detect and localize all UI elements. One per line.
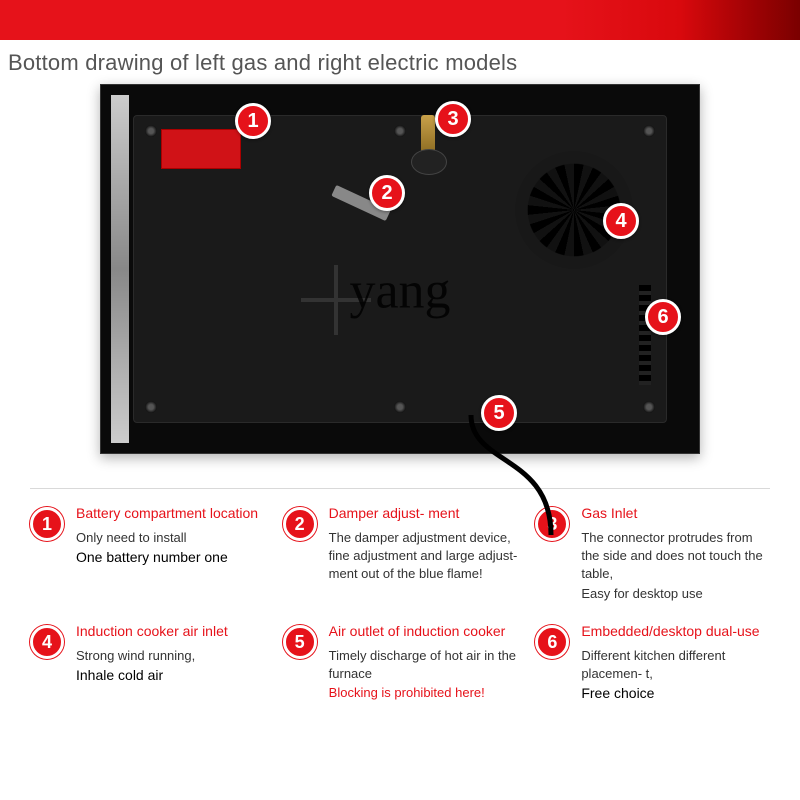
feature-warning: Blocking is prohibited here! — [329, 685, 518, 700]
gas-inlet-connector — [421, 115, 435, 155]
power-cable — [461, 415, 601, 505]
metal-edge — [111, 95, 129, 443]
mount-cross — [301, 265, 371, 335]
features-grid: 1 Battery compartment location Only need t… — [0, 499, 800, 701]
air-outlet-slots — [639, 285, 651, 385]
callout-marker-3: 3 — [435, 101, 471, 137]
feature-line: Only need to install — [76, 529, 258, 547]
feature-badge: 2 — [283, 507, 317, 541]
battery-compartment — [161, 129, 241, 169]
callout-marker-1: 1 — [235, 103, 271, 139]
feature-item: 5 Air outlet of induction cooker Timely di… — [283, 623, 518, 701]
screw-icon — [394, 125, 406, 137]
feature-line: The connector protrudes from the side an… — [581, 529, 770, 584]
callout-marker-4: 4 — [603, 203, 639, 239]
cooktop-bottom: yang 1 2 3 4 5 6 — [100, 84, 700, 454]
feature-body: Gas Inlet The connector protrudes from th… — [581, 505, 770, 605]
feature-line: The damper adjustment device, fine adjus… — [329, 529, 518, 584]
feature-badge: 1 — [30, 507, 64, 541]
top-brand-band — [0, 0, 800, 40]
screw-icon — [145, 401, 157, 413]
feature-badge: 4 — [30, 625, 64, 659]
feature-body: Air outlet of induction cooker Timely dis… — [329, 623, 518, 701]
callout-marker-5: 5 — [481, 395, 517, 431]
callout-marker-6: 6 — [645, 299, 681, 335]
feature-body: Embedded/desktop dual-use Different kitch… — [581, 623, 770, 701]
feature-line: Strong wind running, — [76, 647, 228, 665]
page-title: Bottom drawing of left gas and right ele… — [8, 50, 800, 76]
callout-marker-2: 2 — [369, 175, 405, 211]
feature-title: Embedded/desktop dual-use — [581, 623, 770, 641]
feature-emphasis: One battery number one — [76, 549, 258, 565]
feature-title: Air outlet of induction cooker — [329, 623, 518, 641]
feature-body: Induction cooker air inlet Strong wind ru… — [76, 623, 228, 701]
feature-line: Different kitchen different placemen- t, — [581, 647, 770, 683]
feature-line: Timely discharge of hot air in the furna… — [329, 647, 518, 683]
feature-badge: 6 — [535, 625, 569, 659]
screw-icon — [643, 125, 655, 137]
feature-emphasis: Free choice — [581, 685, 770, 701]
feature-item: 4 Induction cooker air inlet Strong wind r… — [30, 623, 265, 701]
heading-wrap: Bottom drawing of left gas and right ele… — [0, 40, 800, 84]
feature-title: Battery compartment location — [76, 505, 258, 523]
feature-title: Gas Inlet — [581, 505, 770, 523]
feature-item: 6 Embedded/desktop dual-use Different kitc… — [535, 623, 770, 701]
screw-icon — [394, 401, 406, 413]
feature-badge: 5 — [283, 625, 317, 659]
screw-icon — [145, 125, 157, 137]
feature-title: Induction cooker air inlet — [76, 623, 228, 641]
section-divider — [30, 488, 770, 489]
screw-icon — [643, 401, 655, 413]
feature-emphasis: Inhale cold air — [76, 667, 228, 683]
feature-line: Easy for desktop use — [581, 585, 770, 603]
feature-body: Battery compartment location Only need to… — [76, 505, 258, 605]
feature-item: 1 Battery compartment location Only need t… — [30, 505, 265, 605]
product-diagram: yang 1 2 3 4 5 6 — [0, 84, 800, 484]
